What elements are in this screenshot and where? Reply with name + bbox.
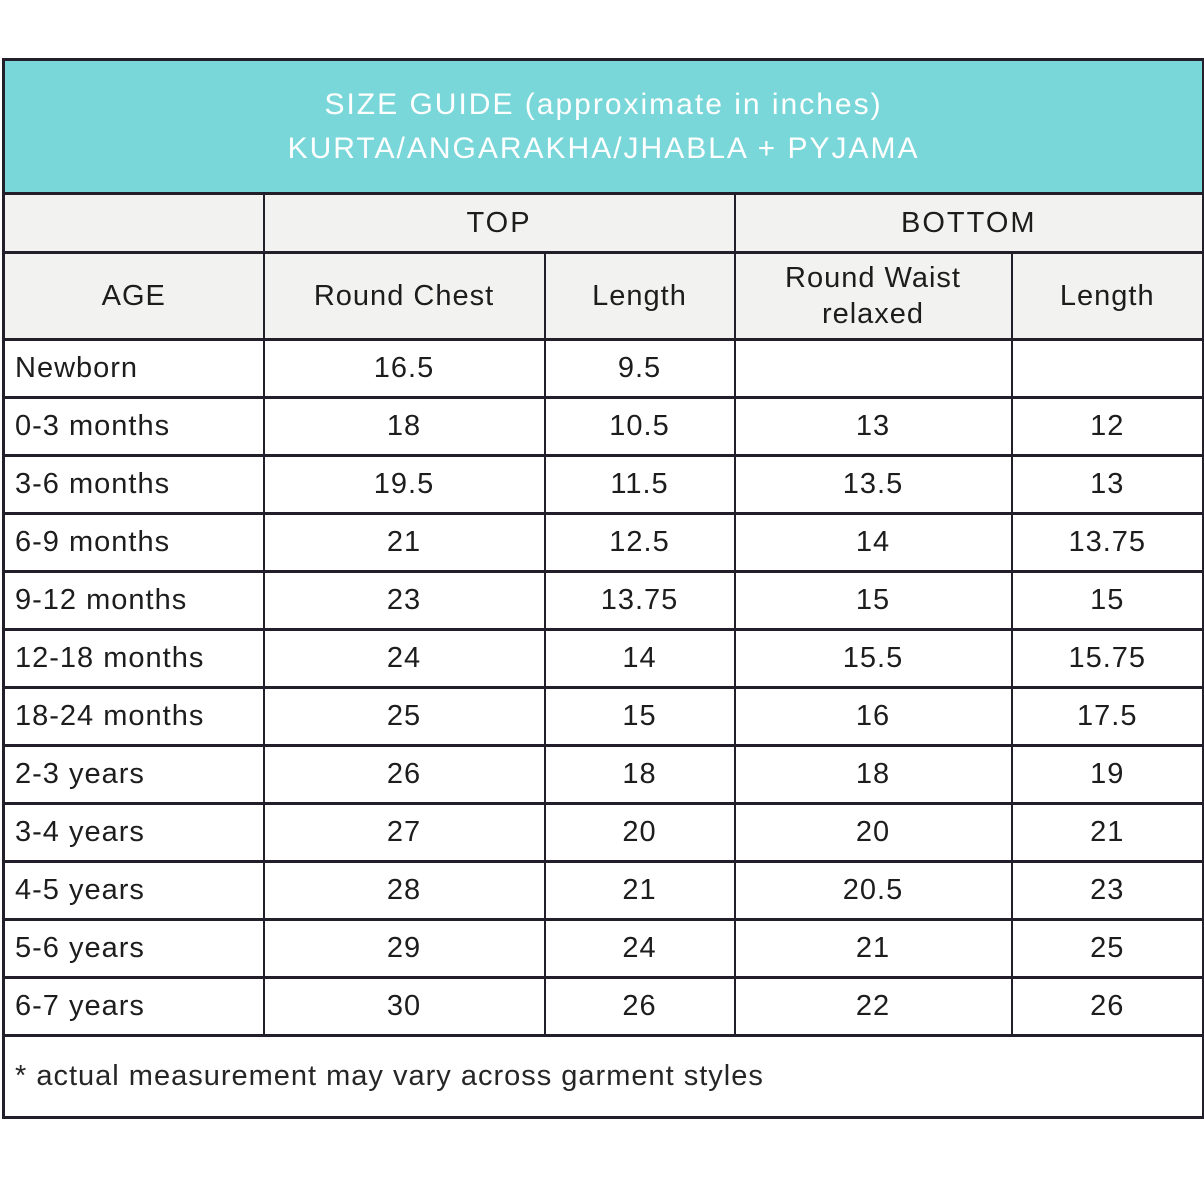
table-row: 4-5 years 28 21 20.5 23 bbox=[2, 860, 1204, 921]
value-cell: 22 bbox=[733, 976, 1013, 1037]
value-cell: 15.75 bbox=[1010, 628, 1204, 689]
value-cell: 30 bbox=[262, 976, 546, 1037]
value-cell: 21 bbox=[543, 860, 736, 921]
value-cell: 13.75 bbox=[543, 570, 736, 631]
size-guide-wrap: SIZE GUIDE (approximate in inches) KURTA… bbox=[2, 58, 1204, 1119]
age-cell: 9-12 months bbox=[2, 570, 265, 631]
value-cell: 24 bbox=[543, 918, 736, 979]
age-cell: 18-24 months bbox=[2, 686, 265, 747]
table-foot: * actual measurement may vary across gar… bbox=[2, 1034, 1204, 1119]
value-cell: 14 bbox=[543, 628, 736, 689]
value-cell: 9.5 bbox=[543, 338, 736, 399]
value-cell: 12.5 bbox=[543, 512, 736, 573]
footnote: * actual measurement may vary across gar… bbox=[2, 1034, 1204, 1119]
table-row: 12-18 months 24 14 15.5 15.75 bbox=[2, 628, 1204, 689]
table-row: 5-6 years 29 24 21 25 bbox=[2, 918, 1204, 979]
value-cell: 16 bbox=[733, 686, 1013, 747]
group-header-row: TOP BOTTOM bbox=[2, 192, 1204, 254]
title-cell: SIZE GUIDE (approximate in inches) KURTA… bbox=[2, 58, 1204, 195]
column-header-bottom-length: Length bbox=[1010, 251, 1204, 341]
value-cell: 20 bbox=[543, 802, 736, 863]
value-cell bbox=[1010, 338, 1204, 399]
value-cell: 15 bbox=[1010, 570, 1204, 631]
value-cell: 18 bbox=[733, 744, 1013, 805]
column-header-row: AGE Round Chest Length Round Waist relax… bbox=[2, 251, 1204, 341]
value-cell: 13 bbox=[733, 396, 1013, 457]
value-cell: 26 bbox=[262, 744, 546, 805]
value-cell: 21 bbox=[733, 918, 1013, 979]
value-cell: 23 bbox=[262, 570, 546, 631]
age-cell: 5-6 years bbox=[2, 918, 265, 979]
value-cell: 19.5 bbox=[262, 454, 546, 515]
value-cell: 24 bbox=[262, 628, 546, 689]
footnote-row: * actual measurement may vary across gar… bbox=[2, 1034, 1204, 1119]
table-row: 3-4 years 27 20 20 21 bbox=[2, 802, 1204, 863]
value-cell bbox=[733, 338, 1013, 399]
value-cell: 16.5 bbox=[262, 338, 546, 399]
table-row: 0-3 months 18 10.5 13 12 bbox=[2, 396, 1204, 457]
value-cell: 21 bbox=[262, 512, 546, 573]
value-cell: 15 bbox=[733, 570, 1013, 631]
value-cell: 29 bbox=[262, 918, 546, 979]
value-cell: 21 bbox=[1010, 802, 1204, 863]
value-cell: 13 bbox=[1010, 454, 1204, 515]
table-head: SIZE GUIDE (approximate in inches) KURTA… bbox=[2, 58, 1204, 341]
table-row: 6-9 months 21 12.5 14 13.75 bbox=[2, 512, 1204, 573]
value-cell: 19 bbox=[1010, 744, 1204, 805]
value-cell: 26 bbox=[543, 976, 736, 1037]
value-cell: 27 bbox=[262, 802, 546, 863]
age-cell: 12-18 months bbox=[2, 628, 265, 689]
value-cell: 11.5 bbox=[543, 454, 736, 515]
value-cell: 13.75 bbox=[1010, 512, 1204, 573]
value-cell: 18 bbox=[543, 744, 736, 805]
age-cell: 0-3 months bbox=[2, 396, 265, 457]
value-cell: 25 bbox=[1010, 918, 1204, 979]
value-cell: 13.5 bbox=[733, 454, 1013, 515]
value-cell: 20 bbox=[733, 802, 1013, 863]
column-header-age: AGE bbox=[2, 251, 265, 341]
age-cell: 3-4 years bbox=[2, 802, 265, 863]
table-row: 2-3 years 26 18 18 19 bbox=[2, 744, 1204, 805]
value-cell: 14 bbox=[733, 512, 1013, 573]
value-cell: 10.5 bbox=[543, 396, 736, 457]
value-cell: 28 bbox=[262, 860, 546, 921]
size-guide-title: SIZE GUIDE (approximate in inches) bbox=[324, 88, 883, 121]
group-header-top: TOP bbox=[262, 192, 736, 254]
value-cell: 25 bbox=[262, 686, 546, 747]
value-cell: 15 bbox=[543, 686, 736, 747]
value-cell: 17.5 bbox=[1010, 686, 1204, 747]
value-cell: 23 bbox=[1010, 860, 1204, 921]
age-cell: 6-7 years bbox=[2, 976, 265, 1037]
table-row: 9-12 months 23 13.75 15 15 bbox=[2, 570, 1204, 631]
value-cell: 26 bbox=[1010, 976, 1204, 1037]
size-guide-table: SIZE GUIDE (approximate in inches) KURTA… bbox=[2, 58, 1204, 1119]
value-cell: 18 bbox=[262, 396, 546, 457]
table-row: 6-7 years 30 26 22 26 bbox=[2, 976, 1204, 1037]
table-body: Newborn 16.5 9.5 0-3 months 18 10.5 13 12 3-6 mo… bbox=[2, 338, 1204, 1037]
group-header-empty bbox=[2, 192, 265, 254]
value-cell: 15.5 bbox=[733, 628, 1013, 689]
table-row: Newborn 16.5 9.5 bbox=[2, 338, 1204, 399]
column-header-round-chest: Round Chest bbox=[262, 251, 546, 341]
age-cell: 3-6 months bbox=[2, 454, 265, 515]
value-cell: 12 bbox=[1010, 396, 1204, 457]
group-header-bottom: BOTTOM bbox=[733, 192, 1204, 254]
value-cell: 20.5 bbox=[733, 860, 1013, 921]
table-row: 3-6 months 19.5 11.5 13.5 13 bbox=[2, 454, 1204, 515]
age-cell: 6-9 months bbox=[2, 512, 265, 573]
age-cell: 4-5 years bbox=[2, 860, 265, 921]
column-header-top-length: Length bbox=[543, 251, 736, 341]
age-cell: Newborn bbox=[2, 338, 265, 399]
table-row: 18-24 months 25 15 16 17.5 bbox=[2, 686, 1204, 747]
size-guide-subtitle: KURTA/ANGARAKHA/JHABLA + PYJAMA bbox=[287, 131, 920, 165]
column-header-round-waist: Round Waist relaxed bbox=[733, 251, 1013, 341]
age-cell: 2-3 years bbox=[2, 744, 265, 805]
title-band: SIZE GUIDE (approximate in inches) KURTA… bbox=[2, 58, 1204, 195]
